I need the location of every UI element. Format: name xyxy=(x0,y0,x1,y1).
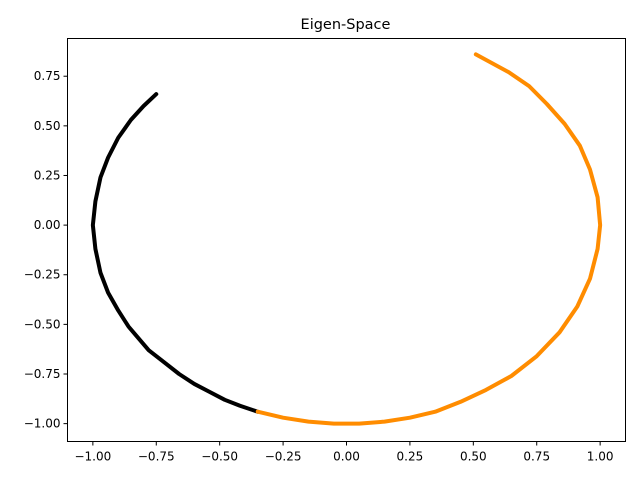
y-tick-label: −1.00 xyxy=(24,417,61,431)
x-tick-label: −0.75 xyxy=(138,450,175,464)
y-tick-label: −0.50 xyxy=(24,317,61,331)
y-tick-label: −0.25 xyxy=(24,268,61,282)
y-tick-label: −0.75 xyxy=(24,367,61,381)
chart-title: Eigen-Space xyxy=(301,17,391,33)
x-tick-label: −1.00 xyxy=(74,450,111,464)
series-layer xyxy=(90,52,603,426)
y-tick-label: 0.50 xyxy=(34,119,61,133)
x-tick-label: 0.00 xyxy=(333,450,360,464)
y-tick-label: 0.25 xyxy=(34,168,61,182)
x-tick-label: 1.00 xyxy=(587,450,614,464)
series-0-points xyxy=(90,92,260,414)
y-axis: 0.75 0.50 0.25 0.00 −0.25 −0.50 −0.75 −1.00 xyxy=(24,69,68,431)
x-axis: −1.00 −0.75 −0.50 −0.25 0.00 0.25 0.50 0.75 1.00 xyxy=(74,441,614,464)
x-tick-label: −0.50 xyxy=(201,450,238,464)
x-tick-label: 0.25 xyxy=(397,450,424,464)
series-1-points xyxy=(255,52,603,426)
y-tick-label: 0.00 xyxy=(34,218,61,232)
x-tick-label: 0.75 xyxy=(523,450,550,464)
x-tick-label: 0.50 xyxy=(460,450,487,464)
y-tick-label: 0.75 xyxy=(34,69,61,83)
x-tick-label: −0.25 xyxy=(265,450,302,464)
